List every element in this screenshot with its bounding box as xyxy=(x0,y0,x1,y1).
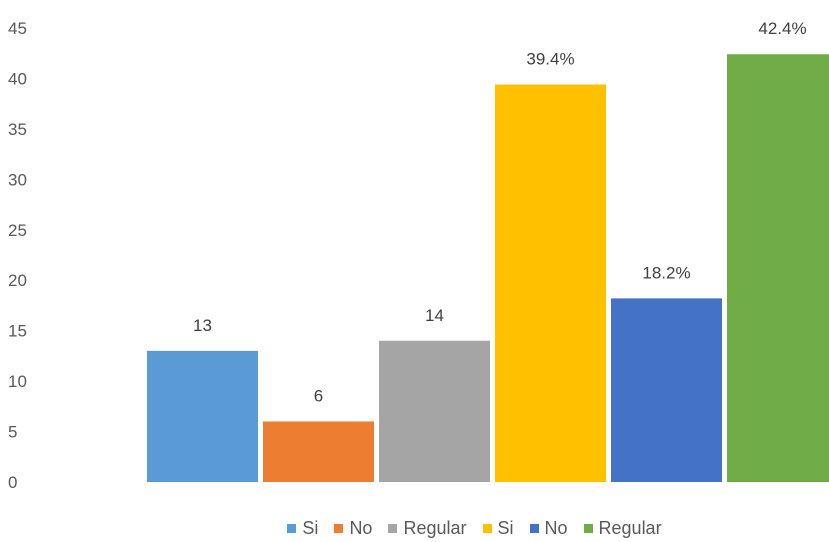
legend: Si No Regular Si No Regular xyxy=(0,518,829,539)
legend-swatch xyxy=(529,524,539,533)
data-label: 18.2% xyxy=(642,263,690,282)
legend-swatch xyxy=(287,524,297,533)
bar-regular-5 xyxy=(727,54,829,482)
legend-item: Si xyxy=(287,518,318,539)
y-tick-label: 10 xyxy=(8,372,27,391)
legend-item: No xyxy=(334,518,372,539)
data-labels: 13 6 14 39.4% 18.2% 42.4% xyxy=(193,19,807,405)
bars xyxy=(147,54,829,483)
bar-si-0 xyxy=(147,350,258,482)
legend-label: Si xyxy=(497,518,514,538)
bar-si-3 xyxy=(495,84,606,483)
y-tick-label: 35 xyxy=(8,120,27,139)
data-label: 39.4% xyxy=(526,49,574,68)
y-tick-label: 25 xyxy=(8,221,27,240)
y-axis: 0 5 10 15 20 25 30 35 40 45 xyxy=(8,19,27,492)
bar-no-1 xyxy=(263,421,374,482)
legend-item: No xyxy=(529,518,568,539)
y-tick-label: 45 xyxy=(8,19,27,38)
legend-label: Regular xyxy=(403,518,467,538)
y-tick-label: 0 xyxy=(8,473,17,492)
bar-regular-2 xyxy=(379,340,490,482)
y-tick-label: 15 xyxy=(8,322,27,341)
y-tick-label: 30 xyxy=(8,170,27,189)
legend-label: No xyxy=(349,518,373,538)
legend-label: Regular xyxy=(598,518,662,538)
legend-swatch xyxy=(388,524,398,533)
data-label: 42.4% xyxy=(758,19,806,38)
legend-label: No xyxy=(544,518,568,538)
y-tick-label: 40 xyxy=(8,69,27,88)
bar-no-4 xyxy=(611,298,722,482)
legend-swatch xyxy=(482,524,492,533)
legend-label: Si xyxy=(302,518,319,538)
y-tick-label: 5 xyxy=(8,423,17,442)
legend-item: Si xyxy=(482,518,514,539)
legend-swatch xyxy=(334,524,344,533)
data-label: 6 xyxy=(314,386,323,405)
legend-swatch xyxy=(583,524,593,533)
legend-item: Regular xyxy=(583,518,662,539)
data-label: 14 xyxy=(425,306,444,325)
y-tick-label: 20 xyxy=(8,271,27,290)
data-label: 13 xyxy=(193,316,212,335)
legend-item: Regular xyxy=(388,518,467,539)
